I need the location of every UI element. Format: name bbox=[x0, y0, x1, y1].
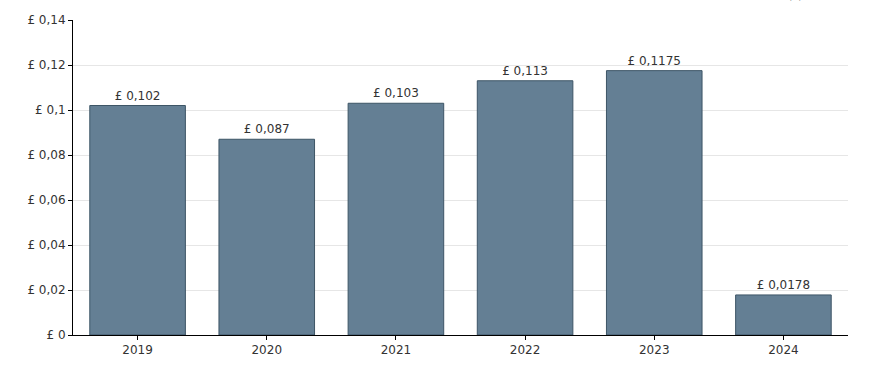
svg-text:2019: 2019 bbox=[122, 343, 153, 357]
svg-text:£ 0,087: £ 0,087 bbox=[244, 122, 290, 136]
svg-text:£ 0,1: £ 0,1 bbox=[35, 103, 66, 117]
svg-text:£ 0,02: £ 0,02 bbox=[27, 283, 65, 297]
svg-text:2022: 2022 bbox=[510, 343, 541, 357]
svg-text:£ 0,102: £ 0,102 bbox=[115, 89, 161, 103]
svg-text:£ 0,103: £ 0,103 bbox=[373, 86, 419, 100]
svg-text:£ 0,1175: £ 0,1175 bbox=[628, 54, 681, 68]
svg-text:£ 0,14: £ 0,14 bbox=[27, 13, 65, 27]
svg-text:2024: 2024 bbox=[768, 343, 799, 357]
svg-text:£ 0,113: £ 0,113 bbox=[502, 64, 548, 78]
svg-text:2023: 2023 bbox=[639, 343, 670, 357]
svg-text:2021: 2021 bbox=[381, 343, 412, 357]
svg-text:£ 0,06: £ 0,06 bbox=[27, 193, 65, 207]
svg-text:£ 0: £ 0 bbox=[47, 328, 66, 342]
svg-text:£ 0,04: £ 0,04 bbox=[27, 238, 65, 252]
svg-text:2020: 2020 bbox=[251, 343, 282, 357]
svg-text:£ 0,12: £ 0,12 bbox=[27, 58, 65, 72]
svg-text:£ 0,0178: £ 0,0178 bbox=[757, 278, 810, 292]
svg-text:(c) Trivano.com: (c) Trivano.com bbox=[788, 0, 873, 2]
svg-text:£ 0,08: £ 0,08 bbox=[27, 148, 65, 162]
